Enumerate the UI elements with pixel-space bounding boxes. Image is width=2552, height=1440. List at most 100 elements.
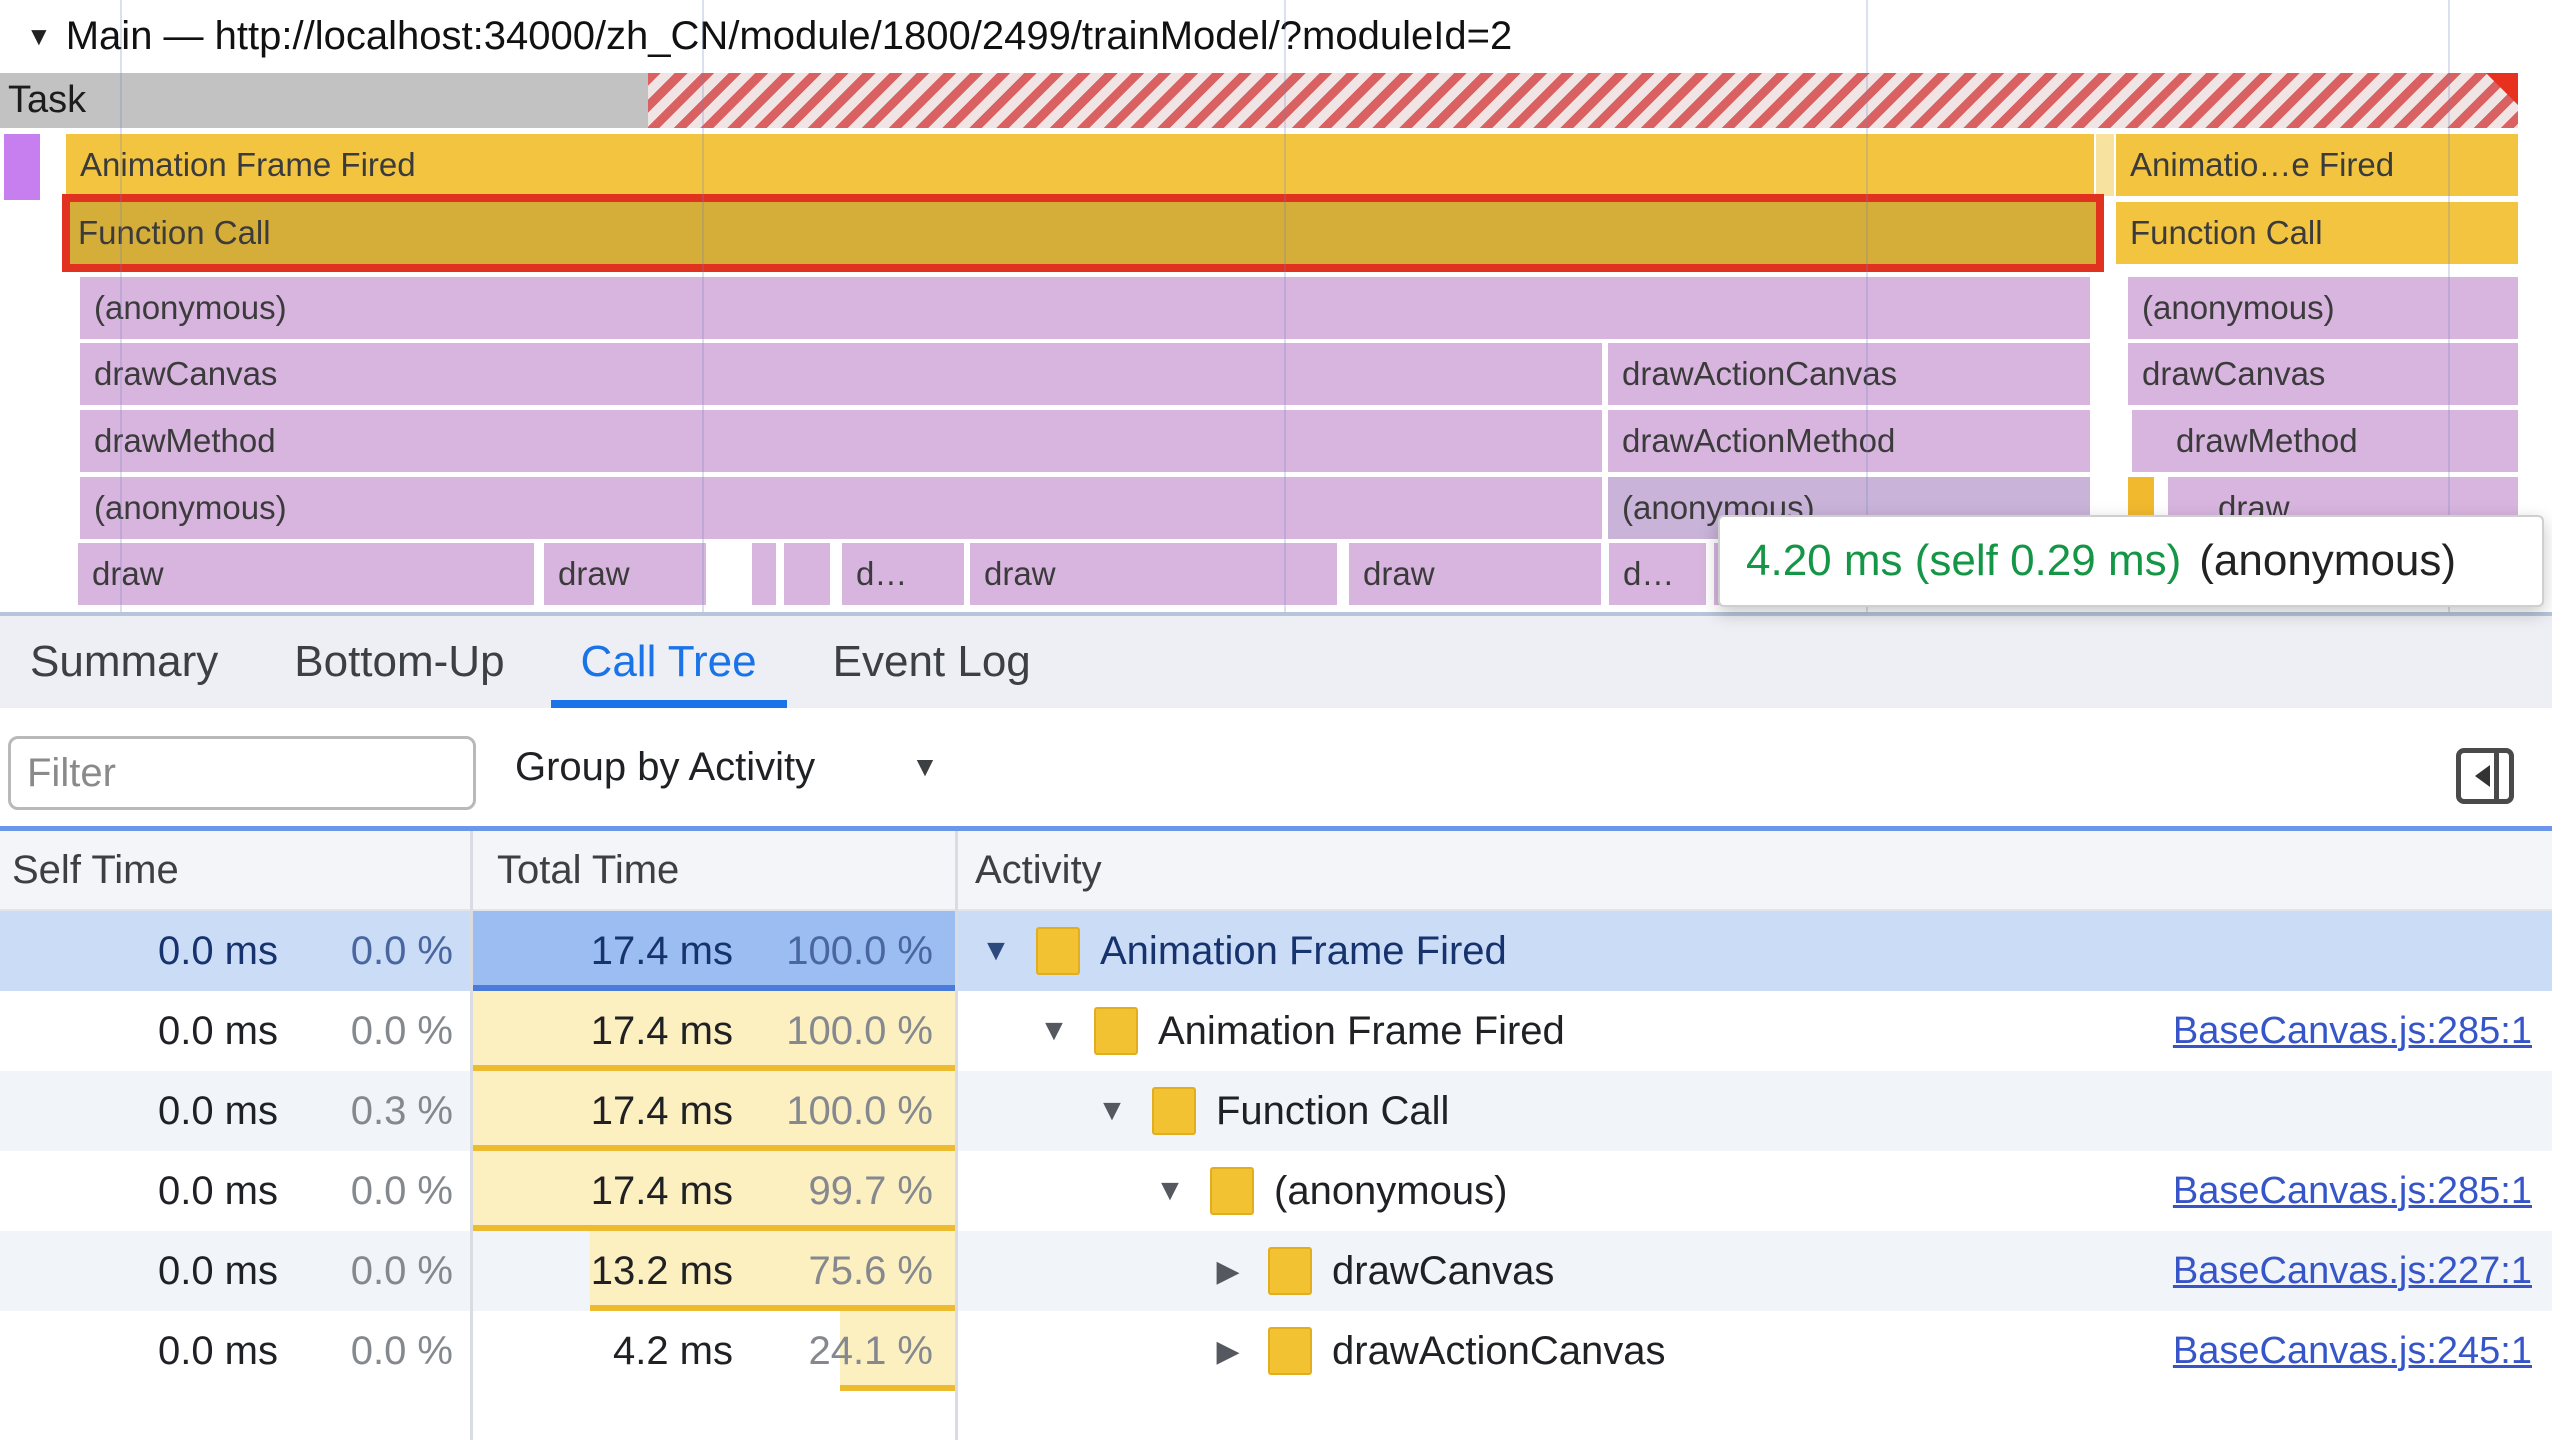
table-row[interactable]: 0.0 ms 0.3 % 17.4 ms 100.0 % ▼ Function Call [0,1071,2552,1151]
panel-divider[interactable] [0,612,2552,616]
table-row[interactable]: 0.0 ms 0.0 % 4.2 ms 24.1 % ▶ drawActionCanvas… [0,1311,2552,1391]
activity-label: drawCanvas [1332,1248,1555,1293]
chevron-down-icon: ▼ [911,751,939,782]
call-tree-rows: 0.0 ms 0.0 % 17.4 ms 100.0 % ▼ Animation Fram… [0,911,2552,1391]
task-track[interactable]: Task [0,73,2552,128]
flame-block-drawmethod[interactable]: drawMethod [80,410,1602,472]
flame-block--anonymous-[interactable]: (anonymous) [2128,277,2518,339]
task-label: Task [8,79,87,121]
flame-block[interactable] [2096,134,2114,196]
disclosure-collapsed-icon[interactable]: ▶ [1216,1254,1240,1288]
flame-block-drawactionmethod[interactable]: drawActionMethod [1608,410,2090,472]
flame-block--anonymous-[interactable]: (anonymous) [80,277,2090,339]
self-time-value: 0.0 ms [157,1248,278,1293]
flame-block[interactable] [4,134,40,200]
col-header-self-time[interactable]: Self Time [12,847,179,892]
flame-block-label: drawCanvas [2142,355,2326,392]
long-task-corner-icon [2486,73,2518,105]
source-link[interactable]: BaseCanvas.js:285:1 [2172,1009,2532,1052]
flame-block-label: drawMethod [94,422,276,459]
event-color-swatch [1268,1247,1312,1295]
flame-block-label: Function Call [2130,214,2323,251]
main-track-title: Main — http://localhost:34000/zh_CN/modu… [65,14,1513,58]
event-color-swatch [1036,927,1080,975]
long-task-hatched-segment[interactable] [648,73,2518,128]
flame-block-drawmethod[interactable]: drawMethod [2132,410,2518,472]
flame-block-function-call[interactable]: Function Call [62,194,2104,272]
flame-block-animation-frame-fired[interactable]: Animation Frame Fired [66,134,2094,196]
source-link[interactable]: BaseCanvas.js:285:1 [2172,1169,2532,1212]
flame-block-label: draw [1363,555,1435,592]
flame-block-draw[interactable]: draw [544,543,706,605]
calltree-toolbar: Group by Activity ▼ [0,708,2552,826]
total-time-value: 17.4 ms [590,1088,733,1133]
activity-label: Animation Frame Fired [1100,928,1507,973]
flame-block[interactable] [752,543,776,605]
detail-tabs: Summary Bottom-Up Call Tree Event Log [0,616,2552,708]
total-time-value: 17.4 ms [590,1168,733,1213]
flame-block--anonymous-[interactable]: (anonymous) [80,477,1602,539]
col-header-activity[interactable]: Activity [975,847,1102,892]
flame-block-label: drawCanvas [94,355,278,392]
col-header-total-time[interactable]: Total Time [497,847,680,892]
tab-event-log[interactable]: Event Log [832,637,1031,686]
source-link[interactable]: BaseCanvas.js:245:1 [2172,1329,2532,1372]
group-by-label: Group by Activity [515,744,816,789]
self-time-value: 0.0 ms [157,1008,278,1053]
event-color-swatch [1152,1087,1196,1135]
main-track-header[interactable]: ▼ Main — http://localhost:34000/zh_CN/mo… [0,0,2552,73]
flame-block[interactable] [784,543,830,605]
self-time-value: 0.0 ms [157,1168,278,1213]
total-time-bar [471,991,957,1071]
flame-block-function-call[interactable]: Function Call [2116,202,2518,264]
group-by-select[interactable]: Group by Activity ▼ [515,708,939,826]
disclosure-expanded-icon[interactable]: ▼ [1155,1174,1185,1207]
tab-summary[interactable]: Summary [30,637,219,686]
disclosure-expanded-icon[interactable]: ▼ [1097,1094,1127,1127]
toggle-sidebar-icon[interactable] [2456,748,2514,804]
total-time-bar [471,1071,957,1151]
collapse-track-icon[interactable]: ▼ [26,21,52,51]
activity-label: (anonymous) [1274,1168,1508,1213]
flame-block-draw[interactable]: draw [970,543,1337,605]
flame-block-drawactioncanvas[interactable]: drawActionCanvas [1608,343,2090,405]
flame-block-drawcanvas[interactable]: drawCanvas [80,343,1602,405]
flame-block-label: Function Call [78,214,271,251]
filter-input[interactable] [8,736,476,810]
total-time-value: 17.4 ms [590,1008,733,1053]
table-row[interactable]: 0.0 ms 0.0 % 17.4 ms 100.0 % ▼ Animation Fram… [0,991,2552,1071]
task-bar-segment[interactable] [0,73,648,128]
flame-block-d-[interactable]: d… [1609,543,1706,605]
event-color-swatch [1268,1327,1312,1375]
tab-bottom-up[interactable]: Bottom-Up [294,637,505,686]
sidebar-divider [2494,753,2499,799]
flame-block-label: draw [984,555,1056,592]
disclosure-expanded-icon[interactable]: ▼ [981,934,1011,967]
total-time-percent: 99.7 % [808,1168,933,1213]
disclosure-collapsed-icon[interactable]: ▶ [1216,1334,1240,1368]
total-time-percent: 100.0 % [786,928,933,973]
sidebar-arrow-icon [2475,765,2490,787]
flame-block-label: Animatio…e Fired [2130,146,2395,183]
disclosure-expanded-icon[interactable]: ▼ [1039,1014,1069,1047]
self-time-percent: 0.0 % [350,1168,453,1213]
flame-block-draw[interactable]: draw [78,543,534,605]
tooltip-label: (anonymous) [2199,536,2457,585]
tab-call-tree[interactable]: Call Tree [551,616,787,708]
total-time-value: 13.2 ms [590,1248,733,1293]
table-row[interactable]: 0.0 ms 0.0 % 17.4 ms 100.0 % ▼ Animation Fram… [0,911,2552,991]
total-time-bar [472,1151,957,1231]
table-row[interactable]: 0.0 ms 0.0 % 17.4 ms 99.7 % ▼ (anonymous) Base… [0,1151,2552,1231]
flame-block-draw[interactable]: draw [1349,543,1601,605]
activity-label: Animation Frame Fired [1158,1008,1565,1053]
source-link[interactable]: BaseCanvas.js:227:1 [2172,1249,2532,1292]
flame-block-drawcanvas[interactable]: drawCanvas [2128,343,2518,405]
event-color-swatch [1094,1007,1138,1055]
flame-block-label: (anonymous) [94,289,287,326]
flame-block-animatio-e-fired[interactable]: Animatio…e Fired [2116,134,2518,196]
total-time-percent: 100.0 % [786,1008,933,1053]
table-row[interactable]: 0.0 ms 0.0 % 13.2 ms 75.6 % ▶ drawCanvas BaseC… [0,1231,2552,1311]
flame-block-label: (anonymous) [2142,289,2335,326]
flame-block-d-[interactable]: d… [842,543,964,605]
flame-block-label: d… [1623,555,1675,592]
